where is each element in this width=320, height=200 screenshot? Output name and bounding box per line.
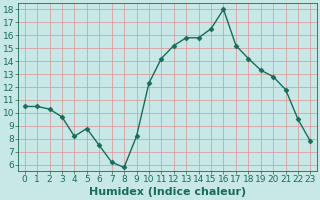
X-axis label: Humidex (Indice chaleur): Humidex (Indice chaleur) [89, 187, 246, 197]
